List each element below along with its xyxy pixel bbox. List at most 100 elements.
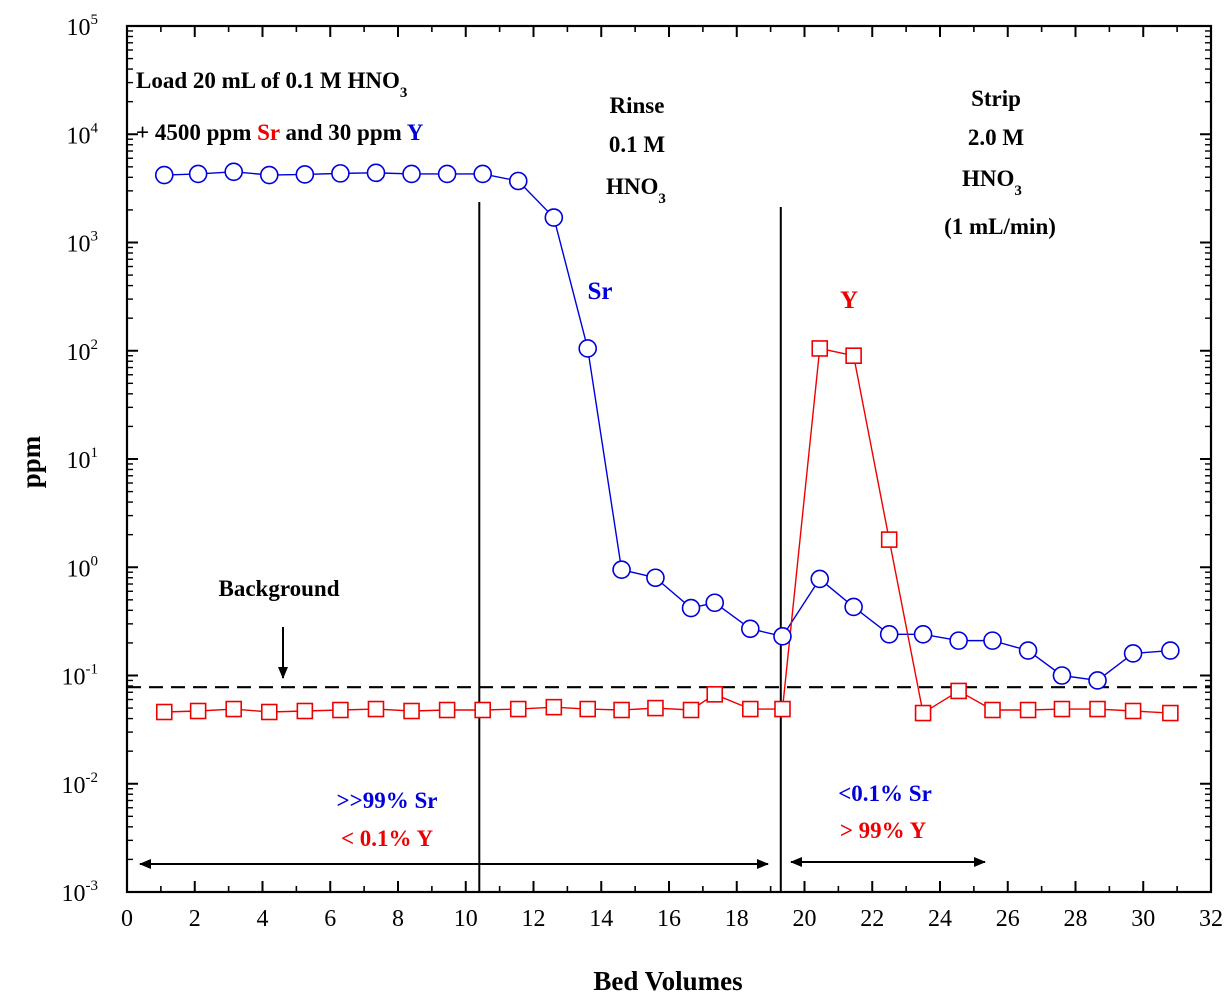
y-tick-label: 105 [67,12,99,41]
y-data-point [811,340,829,357]
left-sr-fraction: >>99% Sr [337,788,438,813]
y-series-label: Y [840,287,858,314]
sr-data-point [740,619,760,639]
sr-data-point [259,165,279,185]
strip-annotation-line4: (1 mL/min) [944,214,1056,239]
rinse-annotation-line2: 0.1 M [609,132,666,157]
right-y-fraction: > 99% Y [840,818,927,843]
y-tick-label: 10-3 [62,878,99,907]
sr-data-point [473,164,492,184]
y-data-point [474,701,491,719]
y-tick-label: 100 [67,553,99,582]
y-tick-label: 10-2 [62,770,99,799]
sr-line-segment [781,578,821,637]
y-data-point [225,700,243,718]
y-data-point [155,703,173,721]
x-tick-label: 18 [725,906,749,932]
x-tick-label: 6 [324,906,336,932]
y-line-segment [852,355,890,540]
left-y-fraction: < 0.1% Y [341,826,434,851]
sr-data-point [705,593,725,613]
sr-data-point [844,597,863,617]
right-sr-fraction: <0.1% Sr [838,781,932,806]
sr-data-point [578,339,598,358]
rinse-annotation-line3: HNO3 [606,174,666,207]
sr-data-point [437,164,457,184]
sr-data-point [773,627,792,646]
y-data-point [774,700,791,718]
strip-annotation-line3: HNO3 [962,166,1022,199]
sr-line-segment [587,348,623,570]
x-tick-label: 26 [996,906,1020,932]
y-data-point [706,686,724,703]
y-data-point [647,699,664,717]
sr-data-point [1052,666,1072,685]
sr-data-point [331,164,350,183]
x-tick-label: 28 [1064,906,1088,932]
y-data-point [296,702,314,720]
y-data-point [741,700,759,718]
load-annotation-line2: + 4500 ppm Sr and 30 ppm Y [136,120,424,145]
y-data-point [880,531,898,548]
rinse-annotation-line1: Rinse [610,93,665,118]
y-data-point [984,701,1001,719]
y-tick-label: 104 [67,120,99,149]
x-tick-label: 16 [657,906,681,932]
x-tick-label: 0 [121,906,133,932]
series-markers [154,162,1180,722]
sr-line-segment [553,217,589,349]
y-data-point [950,682,967,700]
y-data-point [332,701,349,719]
sr-data-point [1123,644,1143,663]
x-tick-label: 8 [392,906,404,932]
y-line-segment [888,539,924,714]
y-data-point [613,701,630,719]
x-tick-label: 20 [793,906,817,932]
sr-data-point [224,162,244,182]
y-tick-label: 102 [67,337,99,366]
y-data-point [682,701,700,719]
sr-data-point [810,569,830,589]
y-data-point [545,698,563,716]
x-tick-label: 2 [189,906,201,932]
sr-data-point [402,164,421,184]
y-line-segment [781,348,821,710]
y-data-point [438,701,456,719]
x-tick-label: 4 [257,906,269,932]
sr-data-point [879,625,899,644]
y-data-point [914,704,932,722]
sr-data-point [295,165,315,184]
y-data-point [509,700,527,718]
y-axis-label: ppm [16,435,46,488]
x-axis-label: Bed Volumes [593,966,742,996]
background-label: Background [218,576,339,601]
series-lines [164,171,1171,714]
y-data-point [403,702,420,720]
y-data-point [260,703,278,721]
load-annotation-line1: Load 20 mL of 0.1 M HNO3 [136,68,407,101]
x-tick-label: 10 [454,906,478,932]
sr-data-point [949,631,968,650]
sr-data-point [913,625,933,644]
sr-data-point [1018,641,1038,660]
sr-series-label: Sr [588,278,613,305]
sr-data-point [154,165,174,185]
y-data-point [1162,704,1179,722]
y-data-point [1124,702,1142,720]
sr-data-point [1088,671,1107,690]
x-tick-label: 30 [1131,906,1155,932]
y-data-point [845,347,862,365]
y-data-point [1053,700,1071,718]
y-data-point [367,700,385,718]
y-data-point [1089,700,1106,718]
strip-annotation-line1: Strip [971,86,1021,111]
sr-data-point [612,560,631,579]
y-data-point [1019,701,1037,719]
y-data-point [579,700,597,718]
y-tick-label: 101 [67,445,99,474]
sr-data-point [366,163,386,183]
x-tick-label: 24 [928,906,952,932]
axes: 0 2 4 6 8 10 12 14 16 18 20 22 24 26 28 30 3210-310-210-… [62,12,1224,932]
x-tick-label: 32 [1199,906,1223,932]
